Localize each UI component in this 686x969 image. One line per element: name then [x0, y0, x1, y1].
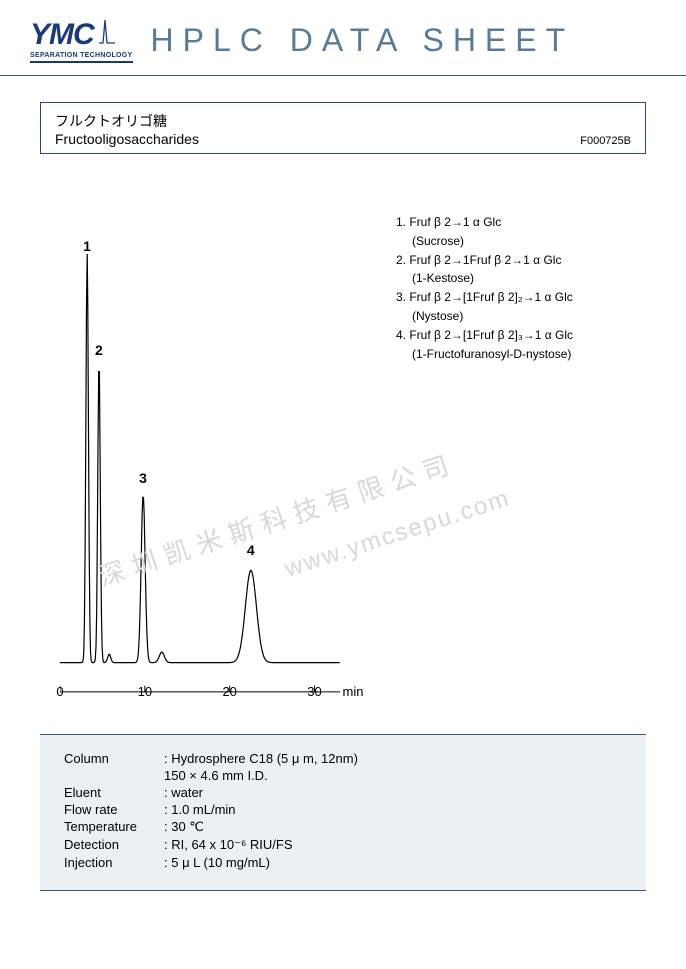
condition-value: : Hydrosphere C18 (5 μ m, 12nm): [164, 751, 622, 766]
condition-label: Injection: [64, 855, 164, 870]
condition-row: Detection: RI, 64 x 10⁻⁶ RIU/FS: [64, 837, 622, 853]
condition-label: Eluent: [64, 785, 164, 800]
condition-row: Injection: 5 μ L (10 mg/mL): [64, 855, 622, 870]
chromatogram-area: 1. Fruf β 2→1 α Glc(Sucrose)2. Fruf β 2→…: [40, 194, 646, 714]
condition-label: Detection: [64, 837, 164, 853]
condition-label: Temperature: [64, 819, 164, 835]
logo: YMC SEPARATION TECHNOLOGY: [30, 18, 133, 63]
peak-label: 1: [83, 238, 91, 254]
document-id: F000725B: [580, 135, 631, 147]
chromatogram-plot: [60, 254, 340, 694]
header: YMC SEPARATION TECHNOLOGY HPLC DATA SHEE…: [0, 0, 686, 76]
legend-item-name: (1-Fructofuranosyl-D-nystose): [396, 346, 656, 363]
compound-name-en: Fructooligosaccharides: [55, 131, 631, 147]
condition-row: Flow rate: 1.0 mL/min: [64, 802, 622, 817]
legend-item-name: (Sucrose): [396, 233, 656, 250]
x-tick: 10: [138, 684, 152, 699]
compound-name-jp: フルクトオリゴ糖: [55, 111, 631, 131]
logo-tagline: SEPARATION TECHNOLOGY: [30, 52, 133, 59]
condition-value: : water: [164, 785, 622, 800]
condition-value: : RI, 64 x 10⁻⁶ RIU/FS: [164, 837, 622, 853]
page-title: HPLC DATA SHEET: [151, 22, 575, 59]
x-tick: 30: [307, 684, 321, 699]
condition-value: : 1.0 mL/min: [164, 802, 622, 817]
conditions-box: Column: Hydrosphere C18 (5 μ m, 12nm) 15…: [40, 734, 646, 891]
condition-label: [64, 768, 164, 783]
compound-title-box: フルクトオリゴ糖 Fructooligosaccharides F000725B: [40, 102, 646, 154]
logo-peak-icon: [98, 18, 116, 50]
condition-label: Column: [64, 751, 164, 766]
condition-label: Flow rate: [64, 802, 164, 817]
peak-legend: 1. Fruf β 2→1 α Glc (Sucrose) 2. Fruf β 2→…: [396, 214, 656, 364]
peak-label: 4: [247, 542, 255, 558]
peak-label: 3: [139, 470, 147, 486]
condition-value: 150 × 4.6 mm I.D.: [164, 768, 622, 783]
logo-text: YMC: [30, 18, 116, 50]
condition-row: Eluent: water: [64, 785, 622, 800]
legend-item-name: (1-Kestose): [396, 270, 656, 287]
condition-row: Temperature: 30 ℃: [64, 819, 622, 835]
x-axis-unit: min: [343, 684, 364, 699]
x-tick: 20: [222, 684, 236, 699]
condition-value: : 5 μ L (10 mg/mL): [164, 855, 622, 870]
condition-row: 150 × 4.6 mm I.D.: [64, 768, 622, 783]
legend-item: 1. Fruf β 2→1 α Glc: [396, 214, 656, 231]
peak-label: 2: [95, 342, 103, 358]
x-tick: 0: [56, 684, 63, 699]
legend-item: 4. Fruf β 2→[1Fruf β 2]₃→1 α Glc: [396, 327, 656, 344]
legend-item-name: (Nystose): [396, 308, 656, 325]
condition-row: Column: Hydrosphere C18 (5 μ m, 12nm): [64, 751, 622, 766]
condition-value: : 30 ℃: [164, 819, 622, 835]
legend-item: 2. Fruf β 2→1Fruf β 2→1 α Glc: [396, 252, 656, 269]
legend-item: 3. Fruf β 2→[1Fruf β 2]₂→1 α Glc: [396, 289, 656, 306]
logo-letters: YMC: [30, 20, 94, 50]
